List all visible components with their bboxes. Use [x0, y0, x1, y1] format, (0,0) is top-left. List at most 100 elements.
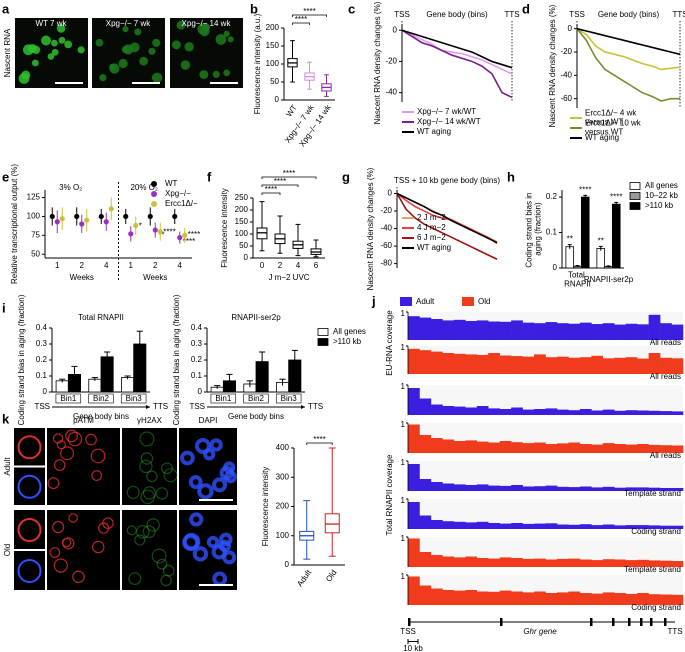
coverage-bar [442, 483, 455, 491]
coverage-bar [430, 351, 443, 374]
y-tick-label: 0 [388, 189, 393, 198]
coverage-bar [499, 485, 512, 491]
chart-title: RNAPII-ser2p [231, 313, 281, 322]
coverage-bar [419, 479, 432, 491]
point [152, 227, 158, 233]
point [133, 222, 139, 229]
coverage-bar [602, 592, 615, 605]
coverage-bar [614, 444, 627, 453]
y-tick-label: 400 [276, 443, 290, 452]
coverage-bar [499, 355, 512, 374]
nucleus [219, 532, 233, 547]
coverage-bar [545, 485, 558, 491]
significance-label: **** [313, 435, 325, 444]
exon [590, 618, 593, 626]
panel-letter: g [342, 169, 350, 184]
y-axis-label: Coding strand bias in aging (fraction) [17, 294, 26, 425]
coverage-bar [453, 353, 466, 374]
nucleus [194, 437, 211, 454]
cell [17, 559, 42, 583]
bin-box [210, 393, 237, 404]
significance-label: ** [598, 236, 604, 245]
nucleus [161, 462, 173, 475]
chart-title: Total RNAPII [78, 313, 124, 322]
y-tick-label: 50 [31, 249, 40, 258]
coverage-bar [430, 404, 443, 415]
significance-label: **** [183, 237, 195, 246]
micrograph [122, 510, 177, 590]
coverage-bar [625, 323, 638, 340]
nucleus [56, 440, 66, 450]
coverage-bar [602, 559, 615, 567]
nucleus [47, 53, 55, 60]
y-tick-label: 100 [27, 212, 41, 221]
coverage-bar [648, 444, 661, 453]
coverage-bar [534, 442, 546, 453]
y-tick-label: -60 [380, 241, 392, 250]
nucleus [121, 45, 130, 54]
coverage-bar [476, 521, 489, 529]
nucleus [49, 547, 61, 558]
text-line: Ercc1Δ/− 10 wk [585, 119, 643, 128]
row-label: Adult [3, 457, 12, 476]
track-label: Template strand [624, 489, 681, 498]
y-tick-label: 0.1 [36, 371, 48, 380]
point [177, 235, 183, 241]
coverage-bar [671, 525, 684, 529]
coverage-bar [534, 323, 546, 340]
x-tick-label: 2 [278, 261, 283, 270]
nucleus [180, 60, 191, 70]
coverage-bar [408, 316, 420, 340]
coverage-bar [430, 555, 443, 567]
coverage-bar [488, 408, 500, 415]
legend-label: Old [478, 297, 490, 306]
coverage-bar [534, 354, 546, 374]
legend-swatch [629, 202, 641, 210]
coverage-bar [568, 558, 581, 567]
y-tick-label: 0.3 [36, 339, 48, 348]
coverage-bar [591, 355, 604, 374]
x-tick-label: Bin2 [93, 394, 110, 403]
legend-label: WT aging [585, 133, 619, 142]
coverage-bar [465, 320, 478, 340]
coverage-bar [568, 323, 581, 340]
coverage-bar [671, 594, 684, 605]
y-tick-label: 100 [235, 229, 249, 238]
nucleus [58, 36, 66, 44]
coverage-bar [408, 464, 420, 491]
coverage-bar [442, 556, 455, 567]
panel-letter: k [2, 411, 10, 426]
coverage-bar [488, 353, 500, 374]
coverage-bar [602, 358, 615, 374]
point [182, 232, 188, 238]
nucleus [139, 459, 153, 474]
coverage-bar [465, 522, 478, 529]
coverage-bar [465, 354, 478, 374]
y-tick-label: 0 [553, 263, 558, 272]
coverage-bar [545, 322, 558, 340]
y-tick-label: 0.1 [546, 228, 558, 237]
coverage-bar [556, 558, 569, 567]
coverage-bar [568, 442, 581, 453]
y-axis-label: Fluorescence intensity (a.u.) [253, 13, 262, 114]
coverage-bar [408, 388, 420, 415]
significance-label: **** [579, 185, 591, 194]
section-label: EU-RNA coverage [385, 310, 394, 376]
micrograph [122, 428, 177, 505]
coverage-bar [602, 409, 615, 415]
y-tick-label: -40 [560, 70, 572, 79]
coverage-bar [660, 525, 672, 529]
x-end-label: TTS [308, 402, 323, 411]
track-label: Coding strand [631, 603, 681, 612]
coverage-bar [488, 321, 500, 340]
coverage-bar [614, 487, 627, 491]
line [396, 193, 498, 260]
bar [580, 196, 590, 269]
y-axis-label: Relative transcriptional output (%) [10, 164, 19, 284]
coverage-bar [556, 524, 569, 529]
coverage-bar [637, 358, 649, 374]
coverage-bar [430, 520, 443, 529]
coverage-bar [671, 411, 684, 415]
point [157, 228, 163, 235]
x-tick-label: Bin1 [60, 394, 77, 403]
